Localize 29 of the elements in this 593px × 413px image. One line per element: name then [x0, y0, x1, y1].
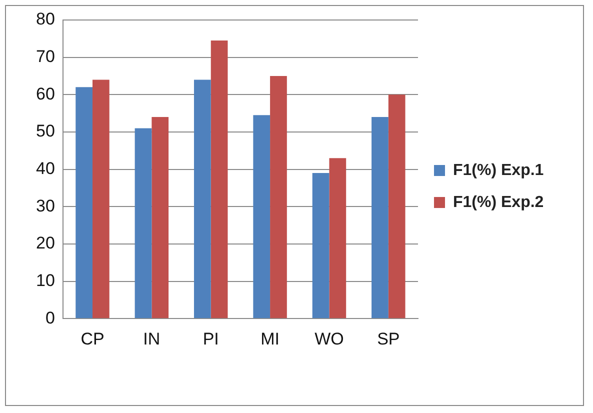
y-tick-label: 20 [36, 234, 55, 253]
y-tick-label: 70 [36, 47, 55, 66]
bar [270, 76, 287, 318]
bar [312, 173, 330, 318]
x-tick-label: IN [143, 329, 160, 348]
bar [92, 80, 110, 318]
y-tick-label: 50 [36, 122, 55, 141]
bar [194, 80, 211, 318]
bar [152, 117, 169, 318]
legend-label: F1(%) Exp.1 [453, 162, 544, 179]
y-tick-label: 60 [36, 84, 55, 104]
y-tick-label: 0 [45, 308, 55, 328]
x-tick-label: SP [377, 329, 400, 348]
bar [388, 94, 406, 318]
legend-label: F1(%) Exp.2 [453, 194, 544, 211]
bar [329, 158, 346, 318]
bar [210, 40, 228, 318]
bar [134, 128, 152, 318]
x-tick-label: MI [260, 329, 280, 348]
x-tick-label: PI [202, 329, 219, 348]
x-tick-label: WO [314, 329, 344, 348]
y-tick-label: 80 [36, 10, 55, 29]
x-tick-label: CP [80, 329, 104, 348]
bar [76, 87, 92, 318]
bar [253, 115, 270, 318]
y-tick-label: 30 [36, 196, 55, 216]
y-tick-label: 40 [36, 158, 55, 178]
y-tick-label: 10 [36, 270, 55, 290]
bar [372, 117, 388, 318]
